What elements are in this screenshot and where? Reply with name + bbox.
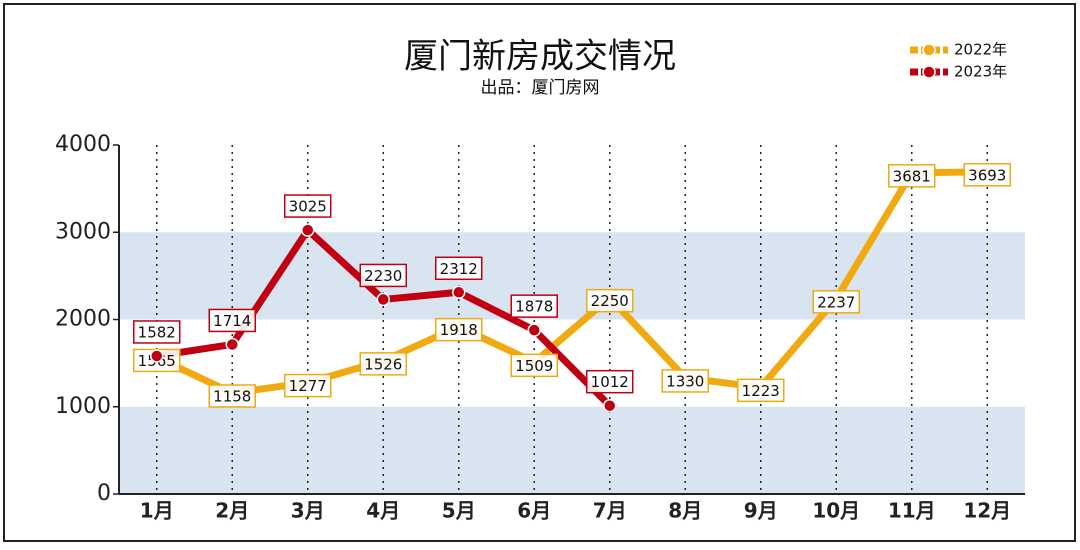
band xyxy=(119,406,1025,494)
point xyxy=(452,285,466,300)
data-label-box xyxy=(435,317,483,342)
data-label: 3693 xyxy=(968,166,1006,184)
point xyxy=(376,292,390,307)
data-label: 2312 xyxy=(440,260,478,278)
data-label-box xyxy=(737,378,785,403)
chart-title: 厦门新房成交情况 xyxy=(404,37,676,77)
data-label: 2237 xyxy=(817,293,855,311)
y-tick-label: 4000 xyxy=(55,132,111,157)
data-label: 1582 xyxy=(138,323,176,341)
data-label-box xyxy=(812,290,860,314)
data-label-box xyxy=(133,320,181,344)
legend-label: 2022年 xyxy=(954,41,1007,59)
x-tick-label: 4月 xyxy=(366,499,400,523)
x-tick-label: 5月 xyxy=(442,499,476,523)
legend-marker xyxy=(922,65,936,79)
data-label-box xyxy=(208,384,256,408)
y-tick-label: 1000 xyxy=(55,394,111,419)
x-tick-label: 12月 xyxy=(963,499,1011,523)
data-label-box xyxy=(435,256,483,281)
x-tick-label: 10月 xyxy=(812,499,860,523)
y-tick-label: 3000 xyxy=(55,219,111,244)
chart-subtitle: 出品：厦门房网 xyxy=(481,78,600,98)
point xyxy=(150,349,164,363)
data-label: 1714 xyxy=(213,312,251,330)
data-label: 1918 xyxy=(440,321,478,339)
point xyxy=(603,398,617,413)
data-label-box xyxy=(208,308,256,333)
data-label-box xyxy=(661,369,709,393)
x-tick-label: 9月 xyxy=(744,499,778,523)
band xyxy=(119,232,1025,320)
data-label: 1223 xyxy=(742,382,780,400)
point xyxy=(225,337,239,352)
data-label: 1509 xyxy=(515,357,553,375)
data-label: 1277 xyxy=(289,377,327,395)
x-tick-label: 8月 xyxy=(668,499,702,523)
data-label: 1878 xyxy=(515,298,553,316)
data-label: 1330 xyxy=(666,372,704,390)
data-label: 3681 xyxy=(893,167,931,185)
data-label: 2230 xyxy=(364,267,402,285)
x-tick-label: 3月 xyxy=(291,499,325,523)
data-label-box xyxy=(963,163,1011,187)
data-label-box xyxy=(586,288,634,313)
data-label-box xyxy=(359,263,407,288)
data-label-box xyxy=(359,352,407,376)
x-tick-label: 11月 xyxy=(888,499,936,523)
data-label-box xyxy=(284,373,332,398)
x-tick-label: 7月 xyxy=(593,499,627,523)
y-tick-label: 2000 xyxy=(55,307,111,332)
legend-marker xyxy=(922,43,936,57)
data-label-box xyxy=(510,294,558,318)
data-label: 1012 xyxy=(591,373,629,391)
data-label-box xyxy=(284,194,332,218)
data-label-box xyxy=(586,369,634,394)
point xyxy=(527,323,541,337)
y-tick-label: 0 xyxy=(97,481,111,506)
x-tick-label: 6月 xyxy=(517,499,551,523)
data-label: 1158 xyxy=(213,387,251,405)
data-label: 1526 xyxy=(364,355,402,373)
x-tick-label: 1月 xyxy=(140,499,174,523)
legend-label: 2023年 xyxy=(954,63,1007,81)
data-label: 3025 xyxy=(289,198,327,216)
data-label: 2250 xyxy=(591,292,629,310)
x-tick-label: 2月 xyxy=(215,499,249,523)
data-label-box xyxy=(510,353,558,378)
data-label-box xyxy=(888,164,936,188)
point xyxy=(301,223,315,237)
